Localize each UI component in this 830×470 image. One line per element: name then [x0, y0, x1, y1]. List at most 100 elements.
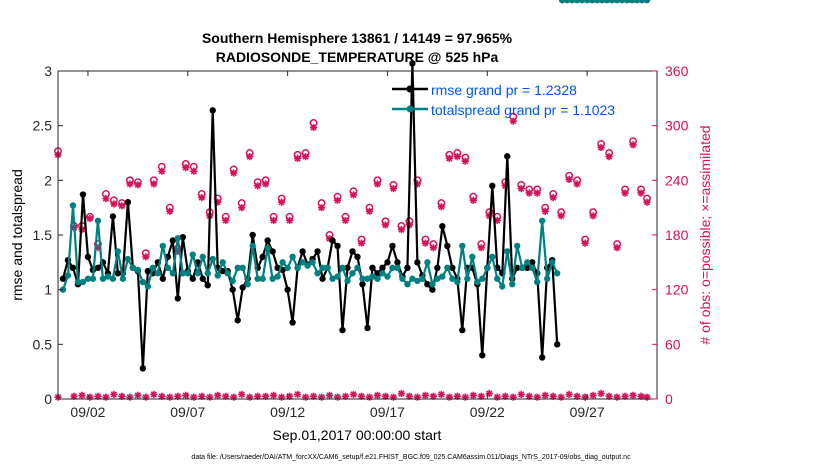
- obs-bottom-marker: [110, 390, 118, 399]
- x-tick-label: 09/12: [270, 404, 305, 420]
- rmse-point: [94, 264, 102, 271]
- y-right-tick-label: 120: [665, 282, 689, 298]
- obs-assimilated-marker: [525, 189, 533, 197]
- rmse-point: [169, 237, 177, 244]
- footer-data-file: data file: /Users/raeder/DAI/ATM_forcXX/…: [191, 454, 631, 461]
- obs-bottom-marker: [349, 390, 358, 399]
- obs-bottom-marker: [573, 392, 581, 400]
- obs-bottom-marker: [373, 391, 382, 399]
- obs-assimilated-marker: [549, 194, 557, 202]
- totalspread-point: [499, 283, 506, 290]
- totalspread-point: [259, 275, 266, 282]
- totalspread-point: [573, 0, 581, 4]
- rmse-point: [179, 233, 186, 241]
- totalspread-point: [399, 275, 406, 282]
- rmse-point: [199, 275, 206, 282]
- totalspread-point: [234, 264, 241, 271]
- obs-bottom-marker: [557, 393, 565, 401]
- y-right-tick-label: 0: [665, 391, 673, 407]
- totalspread-point: [199, 253, 206, 261]
- obs-bottom-marker: [477, 392, 485, 400]
- rmse-point: [334, 242, 341, 250]
- obs-assimilated-marker: [605, 153, 613, 161]
- obs-bottom-marker: [278, 393, 286, 401]
- obs-bottom-marker: [126, 393, 134, 401]
- rmse-point: [209, 107, 216, 114]
- totalspread-point: [269, 275, 276, 282]
- totalspread-point: [359, 275, 366, 282]
- obs-bottom-marker: [102, 393, 110, 401]
- obs-bottom-marker: [541, 391, 549, 399]
- y-left-tick-label: 3: [44, 63, 52, 79]
- obs-bottom-marker: [341, 392, 350, 400]
- obs-bottom-marker: [397, 389, 406, 398]
- obs-bottom-marker: [142, 393, 150, 401]
- obs-bottom-marker: [206, 393, 214, 401]
- totalspread-point: [389, 264, 396, 271]
- obs-assimilated-marker: [333, 196, 342, 204]
- totalspread-point: [434, 275, 441, 282]
- y-left-tick-label: 1: [44, 282, 52, 298]
- rmse-point: [504, 153, 511, 160]
- totalspread-point: [424, 259, 431, 266]
- rmse-point: [174, 295, 181, 302]
- obs-assimilated-marker: [278, 198, 286, 206]
- obs-bottom-marker: [493, 393, 501, 401]
- obs-bottom-marker: [501, 392, 509, 400]
- y-left-tick-label: 1.5: [33, 227, 53, 243]
- obs-bottom-marker: [333, 393, 342, 401]
- y-right-tick-label: 240: [665, 172, 689, 188]
- totalspread-point: [194, 270, 201, 277]
- y-axis-left-label: rmse and totalspread: [9, 169, 25, 301]
- obs-assimilated-marker: [477, 244, 485, 252]
- obs-bottom-marker: [118, 392, 126, 400]
- obs-bottom-marker: [485, 389, 493, 398]
- obs-bottom-marker: [389, 393, 398, 401]
- rmse-point: [319, 275, 326, 282]
- totalspread-point: [79, 278, 87, 286]
- x-tick-label: 09/02: [70, 404, 105, 420]
- obs-assimilated-marker: [86, 215, 94, 223]
- rmse-point: [269, 248, 276, 255]
- totalspread-point: [274, 273, 281, 280]
- obs-assimilated-marker: [110, 200, 118, 208]
- obs-assimilated-marker: [373, 180, 382, 188]
- totalspread-point: [139, 278, 147, 286]
- totalspread-point: [414, 277, 421, 285]
- totalspread-point: [439, 273, 446, 280]
- obs-assimilated-marker: [573, 180, 581, 188]
- obs-assimilated-marker: [166, 207, 174, 215]
- totalspread-point: [583, 0, 591, 4]
- obs-bottom-marker: [469, 391, 477, 399]
- obs-assimilated-marker: [397, 225, 406, 234]
- obs-bottom-marker: [605, 392, 613, 400]
- obs-bottom-marker: [325, 391, 334, 399]
- rmse-point: [404, 264, 411, 271]
- obs-bottom-marker: [613, 393, 621, 401]
- obs-assimilated-marker: [142, 253, 150, 261]
- totalspread-point: [104, 273, 112, 280]
- y-right-tick-label: 60: [665, 336, 681, 352]
- obs-assimilated-marker: [581, 239, 589, 247]
- rmse-point: [379, 264, 386, 271]
- obs-bottom-marker: [533, 393, 541, 401]
- totalspread-point: [154, 270, 162, 277]
- rmse-point: [69, 264, 77, 271]
- obs-bottom-marker: [317, 393, 326, 401]
- rmse-point: [109, 213, 117, 220]
- rmse-point: [299, 248, 306, 255]
- totalspread-point: [384, 273, 391, 280]
- totalspread-point: [449, 275, 456, 282]
- rmse-point: [344, 264, 351, 271]
- totalspread-point: [319, 264, 326, 271]
- totalspread-point: [459, 242, 466, 250]
- obs-bottom-marker: [158, 392, 166, 400]
- obs-assimilated-marker: [158, 167, 166, 175]
- totalspread-point: [529, 264, 536, 271]
- totalspread-point: [304, 262, 311, 269]
- y-axis-right-label: # of obs: o=possible; ×=assimilated: [697, 125, 713, 344]
- totalspread-point: [429, 281, 436, 288]
- obs-assimilated-marker: [230, 169, 238, 177]
- obs-assimilated-marker: [286, 216, 294, 225]
